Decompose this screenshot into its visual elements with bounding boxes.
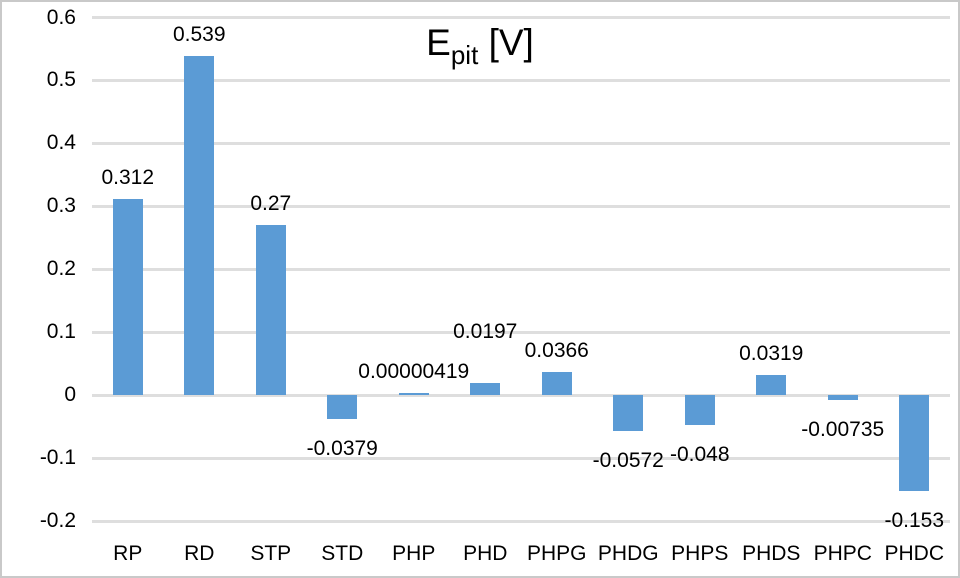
y-axis-tick-label: -0.2 bbox=[39, 509, 76, 532]
chart-title-subscript: pit bbox=[450, 40, 479, 70]
x-axis-label-phpc: PHPC bbox=[813, 542, 872, 565]
gridline bbox=[92, 330, 950, 334]
data-label-php: 0.00000419 bbox=[358, 359, 470, 383]
bar-std bbox=[327, 395, 358, 419]
gridline bbox=[92, 393, 950, 397]
x-axis-label-rd: RD bbox=[184, 542, 215, 565]
bar-phdc bbox=[899, 395, 930, 492]
x-axis-label-phdc: PHDC bbox=[884, 542, 945, 565]
x-axis-label-phps: PHPS bbox=[671, 542, 729, 565]
bar-phds bbox=[756, 375, 787, 396]
data-label-rd: 0.539 bbox=[172, 22, 226, 46]
chart-title-unit: [V] bbox=[478, 22, 534, 63]
bar-phd bbox=[470, 382, 501, 396]
y-axis-tick-label: 0.3 bbox=[46, 194, 76, 218]
data-label-phpc: -0.00735 bbox=[801, 417, 885, 441]
gridline bbox=[92, 267, 950, 271]
data-label-phps: -0.048 bbox=[669, 443, 730, 467]
data-label-phds: 0.0319 bbox=[739, 342, 804, 366]
gridline bbox=[92, 141, 950, 145]
y-axis-tick-label: 0.1 bbox=[46, 320, 76, 344]
x-axis-label-phd: PHD bbox=[463, 542, 508, 565]
bar-php bbox=[398, 392, 429, 396]
bar-phpg bbox=[541, 372, 572, 396]
bar-rp bbox=[112, 198, 143, 396]
data-label-phpg: 0.0366 bbox=[524, 339, 589, 363]
gridline bbox=[92, 204, 950, 208]
gridline bbox=[92, 519, 950, 523]
y-axis-tick-label: 0.2 bbox=[46, 257, 76, 281]
data-label-phd: 0.0197 bbox=[453, 319, 518, 343]
bar-rd bbox=[184, 55, 215, 396]
data-label-rp: 0.312 bbox=[101, 165, 155, 189]
data-label-phdc: -0.153 bbox=[884, 509, 945, 533]
bar-phpc bbox=[827, 395, 858, 400]
gridline bbox=[92, 16, 950, 19]
y-axis-tick-label: -0.1 bbox=[39, 446, 76, 470]
chart-title: Epit [V] bbox=[2, 22, 958, 68]
x-axis-label-phds: PHDS bbox=[742, 542, 801, 565]
data-label-stp: 0.27 bbox=[250, 192, 292, 216]
x-axis-label-stp: STP bbox=[250, 542, 292, 565]
bar-stp bbox=[255, 225, 286, 396]
chart-title-symbol: E bbox=[426, 22, 451, 63]
data-label-phdg: -0.0572 bbox=[592, 449, 664, 473]
y-axis-tick-label: 0.5 bbox=[46, 68, 76, 92]
y-axis-tick-label: 0 bbox=[64, 383, 76, 407]
x-axis-label-phdg: PHDG bbox=[597, 542, 659, 565]
data-label-std: -0.0379 bbox=[306, 436, 378, 460]
gridline bbox=[92, 456, 950, 460]
bar-phps bbox=[684, 395, 715, 426]
gridline bbox=[92, 78, 950, 82]
y-axis-tick-label: 0.6 bbox=[46, 5, 76, 29]
x-axis-label-php: PHP bbox=[392, 542, 436, 565]
x-axis-label-phpg: PHPG bbox=[526, 542, 587, 565]
x-axis-label-rp: RP bbox=[113, 542, 143, 565]
y-axis-tick-label: 0.4 bbox=[46, 131, 76, 155]
bar-phdg bbox=[613, 395, 644, 432]
x-axis-label-std: STD bbox=[321, 542, 364, 565]
